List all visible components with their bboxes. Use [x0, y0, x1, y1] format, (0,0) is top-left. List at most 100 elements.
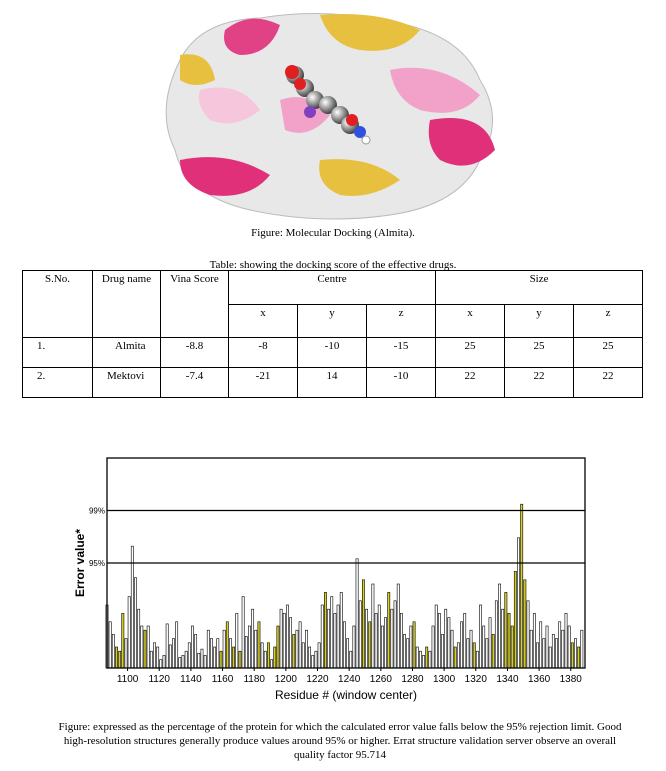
- error-bar: [254, 629, 258, 669]
- error-bar: [206, 629, 210, 669]
- error-bar: [273, 646, 277, 669]
- error-bar: [149, 650, 153, 669]
- error-bar: [165, 623, 169, 669]
- header-size-y: y: [504, 304, 575, 338]
- error-bar: [548, 646, 552, 669]
- error-bar: [124, 638, 128, 669]
- error-bar: [567, 625, 571, 669]
- error-bar: [286, 604, 289, 669]
- error-bar: [314, 650, 318, 669]
- x-tick-label: 1120: [148, 674, 170, 685]
- error-bar: [409, 625, 413, 669]
- cell-centre-z: -10: [365, 366, 437, 399]
- header-size: Size: [435, 269, 644, 306]
- error-bar: [111, 634, 115, 669]
- error-bar: [343, 621, 346, 669]
- error-bar: [485, 638, 489, 669]
- error-bar: [570, 642, 574, 669]
- x-axis-ticks: 1100 1120 1140 1160 1180 1200 1220 1240 1260 1280…: [117, 668, 582, 685]
- error-bar: [517, 537, 520, 669]
- error-bar: [380, 625, 384, 669]
- figure2-caption: Figure: expressed as the percentage of t…: [40, 720, 640, 762]
- error-bar: [396, 583, 400, 669]
- error-bar: [127, 596, 131, 669]
- header-drug-name: Drug name: [92, 270, 161, 338]
- error-bar: [311, 655, 315, 669]
- error-bar: [197, 653, 201, 669]
- error-bar: [238, 650, 242, 669]
- error-bar: [324, 592, 327, 669]
- cell-centre-y: 14: [297, 366, 367, 399]
- cell-size-y: 22: [504, 366, 575, 399]
- error-bar: [251, 608, 255, 669]
- x-tick-label: 1280: [401, 674, 424, 685]
- error-bar: [121, 613, 125, 669]
- error-bar: [482, 625, 486, 669]
- error-bar: [377, 604, 381, 669]
- threshold-95-label: 95%: [89, 559, 105, 568]
- error-bar: [191, 625, 194, 669]
- error-bar: [403, 634, 406, 669]
- error-bar: [115, 646, 118, 669]
- cell-size-x: 22: [435, 366, 506, 399]
- header-centre: Centre: [227, 269, 437, 306]
- error-bar: [333, 613, 337, 669]
- error-bar: [501, 608, 505, 669]
- error-bar: [194, 634, 198, 669]
- error-bar: [305, 629, 308, 669]
- error-bar: [276, 625, 280, 669]
- error-bar: [210, 638, 213, 669]
- y-axis-label: Error value*: [73, 529, 87, 597]
- cell-size-y: 25: [504, 336, 575, 368]
- error-bar: [339, 592, 343, 669]
- errat-chart: 99% 95% 1100 1120 1140 1160 1180 1200 1220 1240…: [73, 457, 586, 702]
- cell-drug: Mektovi: [92, 366, 161, 399]
- error-bar: [229, 638, 232, 669]
- error-bar: [225, 621, 229, 669]
- x-tick-label: 1140: [180, 674, 202, 685]
- x-tick-label: 1340: [496, 674, 519, 685]
- error-bar: [475, 650, 479, 669]
- error-bar: [143, 629, 147, 669]
- x-tick-label: 1300: [433, 674, 456, 685]
- error-bar: [574, 638, 577, 669]
- error-bar: [175, 621, 179, 669]
- error-bar: [520, 503, 524, 669]
- error-bar: [444, 608, 448, 669]
- error-bar: [168, 644, 172, 669]
- figure2-caption-line: quality factor 95.714: [294, 749, 386, 761]
- error-bar: [362, 579, 365, 669]
- error-bar: [184, 650, 188, 669]
- error-bar: [270, 659, 274, 669]
- error-bar: [260, 642, 264, 669]
- x-tick-label: 1360: [528, 674, 551, 685]
- docking-score-table: S.No. Drug name Vina Score Centre Size x…: [22, 269, 644, 399]
- error-bar: [456, 642, 460, 669]
- error-bar: [327, 608, 330, 669]
- error-bar: [257, 621, 261, 669]
- error-bar: [437, 613, 441, 669]
- cell-drug: Almita: [92, 336, 161, 368]
- figure2-caption-line: Figure: expressed as the percentage of t…: [58, 721, 622, 733]
- error-bar: [406, 638, 410, 669]
- error-bar: [523, 579, 527, 669]
- error-bar: [453, 646, 457, 669]
- error-bar: [384, 617, 387, 669]
- error-bar: [532, 613, 536, 669]
- error-bar: [137, 608, 141, 669]
- error-bar: [466, 638, 470, 669]
- header-centre-x: x: [228, 304, 298, 338]
- error-bar: [222, 629, 226, 669]
- error-bar: [415, 646, 419, 669]
- error-bar: [542, 638, 546, 669]
- error-bar: [418, 650, 422, 669]
- cell-centre-z: -15: [365, 336, 437, 368]
- error-bar: [387, 592, 391, 669]
- error-bar: [558, 621, 562, 669]
- error-bar: [178, 657, 182, 669]
- header-sno: S.No.: [22, 270, 93, 338]
- error-bar: [203, 655, 207, 669]
- error-bar: [428, 650, 432, 669]
- cell-centre-y: -10: [297, 336, 367, 368]
- x-tick-label: 1100: [117, 674, 139, 685]
